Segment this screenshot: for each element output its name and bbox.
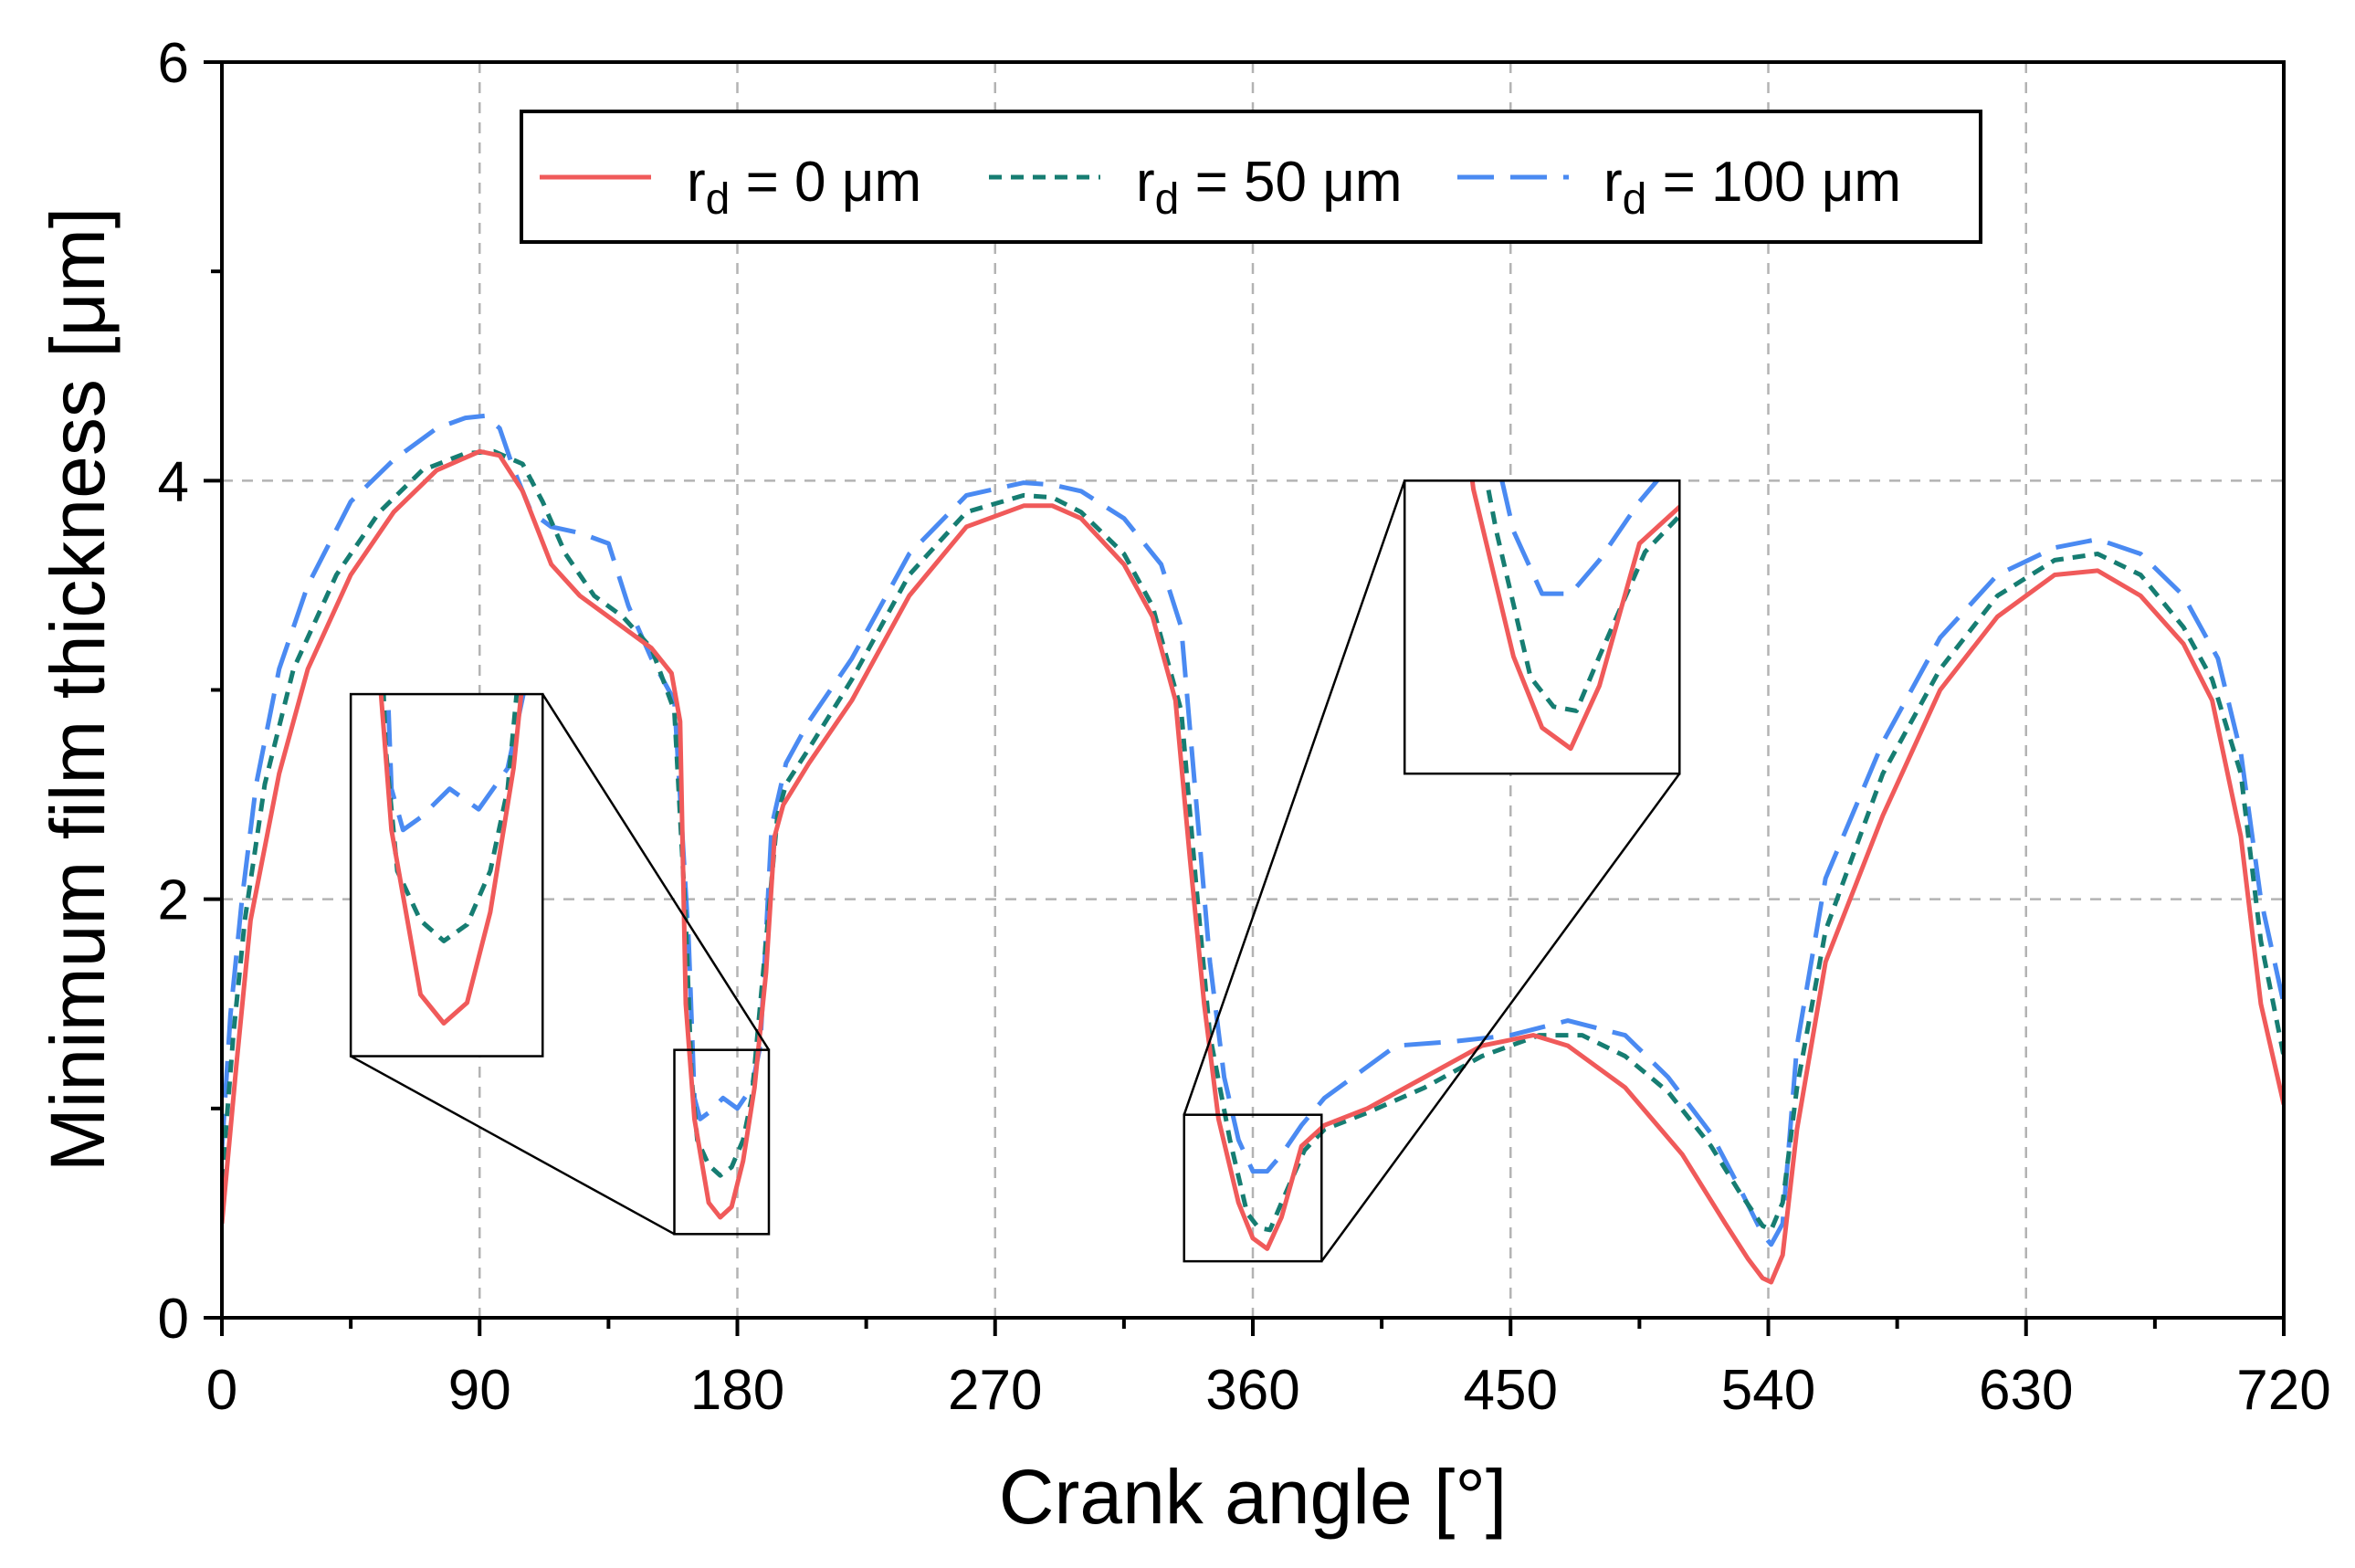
x-tick-label: 0 (206, 1359, 237, 1422)
series-line-0 (222, 448, 2284, 1285)
x-tick-label: 720 (2236, 1359, 2330, 1422)
y-tick-label: 2 (158, 869, 189, 932)
x-axis-title: Crank angle [°] (999, 1454, 1508, 1540)
y-tick-label: 4 (158, 450, 189, 513)
x-tick-label: 540 (1721, 1359, 1815, 1422)
inset-series-line-1 (1484, 480, 1680, 713)
inset-connector (350, 1055, 676, 1236)
inset-connector (1183, 479, 1406, 1116)
x-tick-label: 360 (1205, 1359, 1299, 1422)
inset-frame (1403, 479, 1681, 775)
inset-connector (541, 693, 771, 1051)
x-tick-label: 450 (1464, 1359, 1558, 1422)
inset-source-box (1183, 1113, 1323, 1263)
y-tick-label: 6 (158, 32, 189, 95)
legend-label-1: rd = 50 μm (1136, 151, 1403, 224)
series-line-2 (222, 413, 2284, 1247)
x-tick-label: 630 (1979, 1359, 2073, 1422)
inset-group (349, 479, 1681, 1263)
inset-connector (1320, 773, 1681, 1262)
legend-label-2: rd = 100 μm (1603, 151, 1901, 224)
y-tick-label: 0 (158, 1288, 189, 1351)
legend-label-0: rd = 0 μm (687, 151, 921, 224)
y-axis-title: Minimum film thickness [μm] (35, 207, 121, 1173)
series-group (222, 413, 2284, 1285)
x-tick-label: 90 (448, 1359, 511, 1422)
series-line-1 (222, 448, 2284, 1233)
legend: rd = 0 μm rd = 50 μm rd = 100 μm (520, 110, 1982, 244)
inset-frame (349, 692, 544, 1058)
inset-source-box (673, 1048, 771, 1236)
tick-label-group: 0 90 180 270 360 450 540 630 720 0 2 4 6 (158, 32, 2331, 1422)
x-tick-label: 270 (948, 1359, 1042, 1422)
legend-box (520, 110, 1982, 244)
grid (222, 62, 2284, 1318)
x-tick-label: 180 (690, 1359, 784, 1422)
tick-group (204, 60, 2286, 1336)
